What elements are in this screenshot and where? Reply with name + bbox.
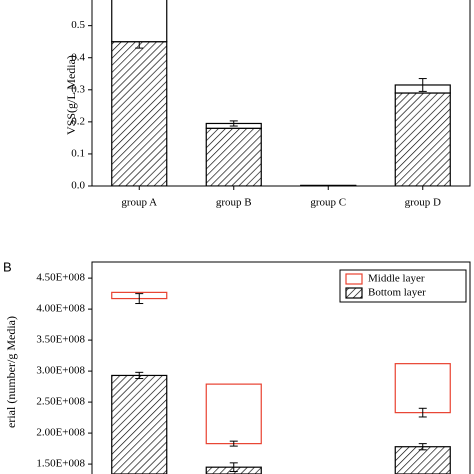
legend-label: Bottom layer	[368, 287, 426, 299]
y-tick-label: 0.0	[71, 180, 85, 192]
y-tick-label: 4.00E+008	[36, 303, 85, 315]
x-tick-label: group A	[121, 197, 157, 209]
y-tick-label: 0.1	[71, 147, 85, 159]
y-tick-label: 3.00E+008	[36, 365, 85, 377]
bar-segment	[394, 363, 451, 414]
y-tick-label: 0.3	[71, 83, 85, 95]
bar-segment	[394, 446, 451, 474]
bar-segment	[394, 92, 451, 186]
bar-segment	[111, 374, 168, 474]
panel-label: B	[3, 259, 12, 274]
y-tick-label: 0.4	[71, 51, 85, 63]
plot-area	[111, 291, 451, 474]
y-tick-label: 1.50E+008	[36, 458, 85, 470]
bar-segment	[111, 0, 168, 43]
legend-label: Middle layer	[368, 273, 425, 285]
y-tick-label: 0.2	[71, 115, 85, 127]
bar-segment	[205, 127, 262, 186]
y-tick-label: 4.50E+008	[36, 272, 85, 284]
y-axis-label: erial (number/g Media)	[4, 316, 18, 428]
bar-segment	[111, 41, 168, 186]
x-tick-label: group D	[405, 197, 441, 209]
plot-area	[111, 0, 451, 186]
legend-swatch	[345, 273, 363, 285]
x-tick-label: group B	[216, 197, 252, 209]
axis-frame	[91, 0, 471, 187]
y-axis-label: VSS(g/L Media)	[64, 55, 78, 135]
y-tick-label: 2.00E+008	[36, 427, 85, 439]
x-tick-label: group C	[310, 197, 346, 209]
y-tick-label: 3.50E+008	[36, 334, 85, 346]
y-tick-label: 2.50E+008	[36, 396, 85, 408]
y-tick-label: 0.5	[71, 19, 85, 31]
axis-frame	[91, 261, 471, 474]
bar-segment	[205, 383, 262, 445]
legend-swatch	[345, 287, 363, 299]
